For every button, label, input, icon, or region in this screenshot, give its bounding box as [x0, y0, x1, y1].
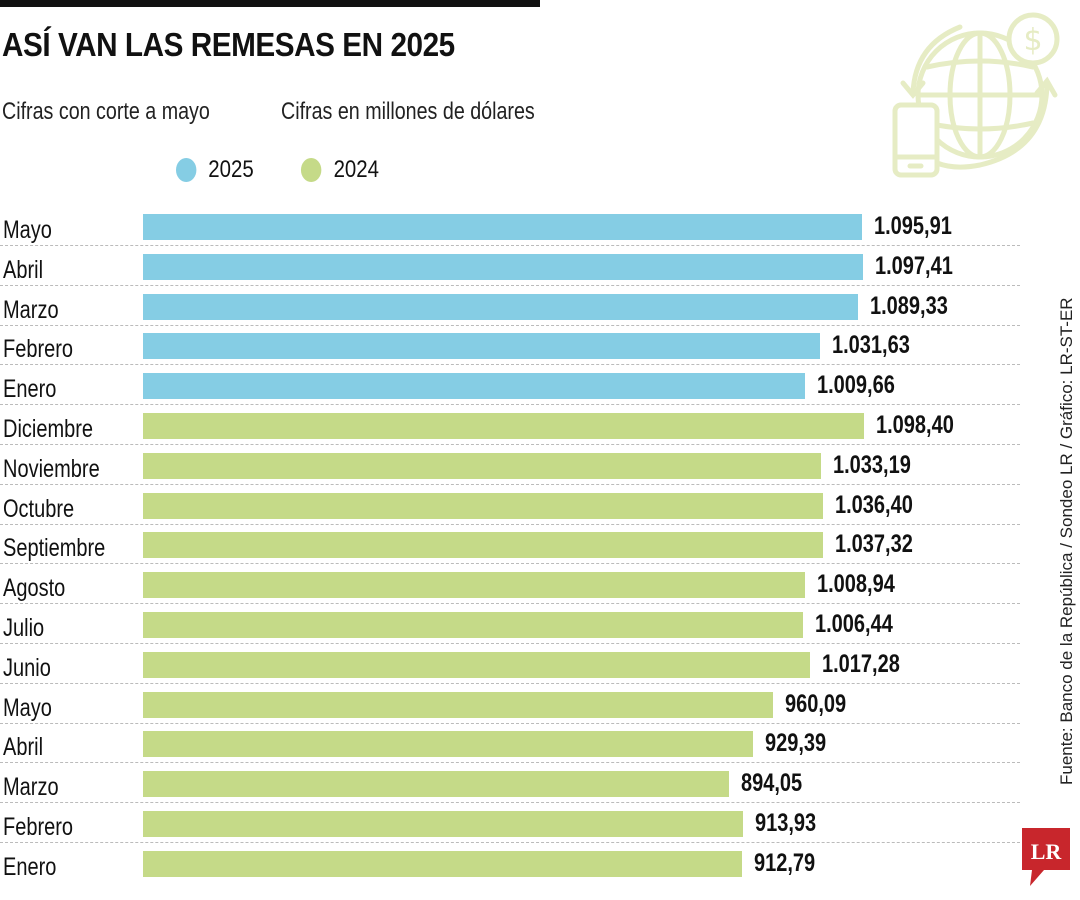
- chart-title: ASÍ VAN LAS REMESAS EN 2025: [2, 26, 455, 63]
- row-separator: [0, 643, 1020, 644]
- bar-row: Febrero 913,93: [0, 809, 1020, 851]
- bar-row: Mayo 960,09: [0, 689, 1020, 732]
- bar-row: Abril 929,39: [0, 729, 1020, 771]
- bar-row: Mayo 1.095,91: [0, 212, 1020, 254]
- value-label: 1.036,40: [834, 490, 913, 519]
- row-separator: [0, 563, 1020, 565]
- legend: 2025 2024: [176, 156, 379, 184]
- bar: [143, 413, 864, 439]
- bar: [143, 771, 730, 798]
- row-separator: [0, 722, 1020, 724]
- bar: [143, 612, 804, 638]
- category-label: Junio: [3, 653, 51, 682]
- bar: [143, 811, 743, 837]
- value-label: 1.097,41: [874, 251, 953, 280]
- svg-text:LR: LR: [1031, 839, 1063, 864]
- row-separator: [0, 444, 1020, 445]
- bar-row: Enero 912,79: [0, 848, 1020, 891]
- legend-label-2025: 2025: [208, 156, 254, 183]
- bar: [143, 253, 863, 280]
- value-label: 1.033,19: [832, 450, 911, 479]
- legend-label-2024: 2024: [333, 156, 379, 183]
- subtitle-cutoff: Cifras con corte a mayo: [2, 98, 210, 125]
- row-separator: [0, 284, 1020, 286]
- category-label: Mayo: [3, 216, 52, 244]
- bar-row: Marzo 1.089,33: [0, 291, 1020, 334]
- bar-row: Diciembre 1.098,40: [0, 411, 1020, 453]
- category-label: Enero: [3, 375, 57, 404]
- bar-row: Septiembre 1.037,32: [0, 530, 1020, 572]
- row-separator: [0, 483, 1020, 485]
- value-label: 1.095,91: [873, 212, 952, 240]
- bar-row: Abril 1.097,41: [0, 251, 1020, 294]
- value-label: 1.006,44: [815, 610, 894, 638]
- category-label: Noviembre: [3, 454, 100, 483]
- bar: [143, 492, 823, 519]
- value-label: 1.017,28: [822, 649, 901, 678]
- category-label: Septiembre: [3, 534, 106, 563]
- value-label: 1.098,40: [875, 411, 954, 439]
- bar-row: Marzo 894,05: [0, 769, 1020, 811]
- bar-row: Octubre 1.036,40: [0, 490, 1020, 533]
- row-separator: [0, 762, 1020, 764]
- value-label: 1.037,32: [835, 530, 914, 559]
- value-label: 1.008,94: [816, 570, 895, 599]
- bar: [143, 850, 742, 877]
- bar: [143, 691, 773, 718]
- row-separator: [0, 245, 1020, 246]
- value-label: 912,79: [753, 848, 815, 877]
- category-label: Abril: [3, 733, 44, 762]
- category-label: Febrero: [3, 813, 74, 841]
- bar: [143, 452, 821, 479]
- category-label: Enero: [3, 852, 57, 881]
- bar: [143, 214, 862, 240]
- value-label: 894,05: [741, 769, 803, 798]
- bar: [143, 293, 858, 320]
- bar: [143, 572, 805, 599]
- subtitle-units: Cifras en millones de dólares: [281, 98, 535, 125]
- top-rule: [0, 0, 540, 7]
- category-label: Febrero: [3, 335, 74, 364]
- legend-swatch-2025: [176, 158, 197, 182]
- row-separator: [0, 523, 1020, 525]
- bar-row: Junio 1.017,28: [0, 649, 1020, 692]
- value-label: 960,09: [784, 689, 846, 718]
- row-separator: [0, 802, 1020, 804]
- legend-swatch-2024: [301, 158, 322, 182]
- bar-row: Noviembre 1.033,19: [0, 450, 1020, 493]
- row-separator: [0, 324, 1020, 326]
- bar: [143, 651, 811, 678]
- category-label: Octubre: [3, 494, 75, 523]
- bar-row: Febrero 1.031,63: [0, 331, 1020, 373]
- bar-row: Enero 1.009,66: [0, 371, 1020, 413]
- value-label: 913,93: [754, 809, 816, 837]
- bar: [143, 731, 753, 758]
- category-label: Marzo: [3, 295, 59, 324]
- value-label: 929,39: [764, 729, 826, 758]
- globe-remittance-icon: $: [892, 12, 1060, 178]
- value-label: 1.031,63: [831, 331, 910, 360]
- bar: [143, 333, 820, 360]
- category-label: Mayo: [3, 693, 52, 722]
- row-separator: [0, 404, 1020, 406]
- value-label: 1.009,66: [817, 371, 896, 400]
- svg-text:$: $: [1023, 23, 1042, 58]
- row-separator: [0, 842, 1020, 843]
- lr-logo: LR: [1022, 828, 1070, 886]
- category-label: Diciembre: [3, 415, 94, 443]
- category-label: Julio: [3, 614, 45, 642]
- value-label: 1.089,33: [869, 291, 948, 320]
- category-label: Agosto: [3, 574, 66, 603]
- bar-row: Julio 1.006,44: [0, 610, 1020, 652]
- bar-row: Agosto 1.008,94: [0, 570, 1020, 612]
- row-separator: [0, 603, 1020, 605]
- row-separator: [0, 682, 1020, 684]
- category-label: Abril: [3, 255, 44, 284]
- source-note: Fuente: Banco de la República / Sondeo L…: [1057, 297, 1076, 785]
- bar: [143, 373, 806, 400]
- row-separator: [0, 364, 1020, 366]
- bar: [143, 532, 824, 559]
- category-label: Marzo: [3, 773, 59, 802]
